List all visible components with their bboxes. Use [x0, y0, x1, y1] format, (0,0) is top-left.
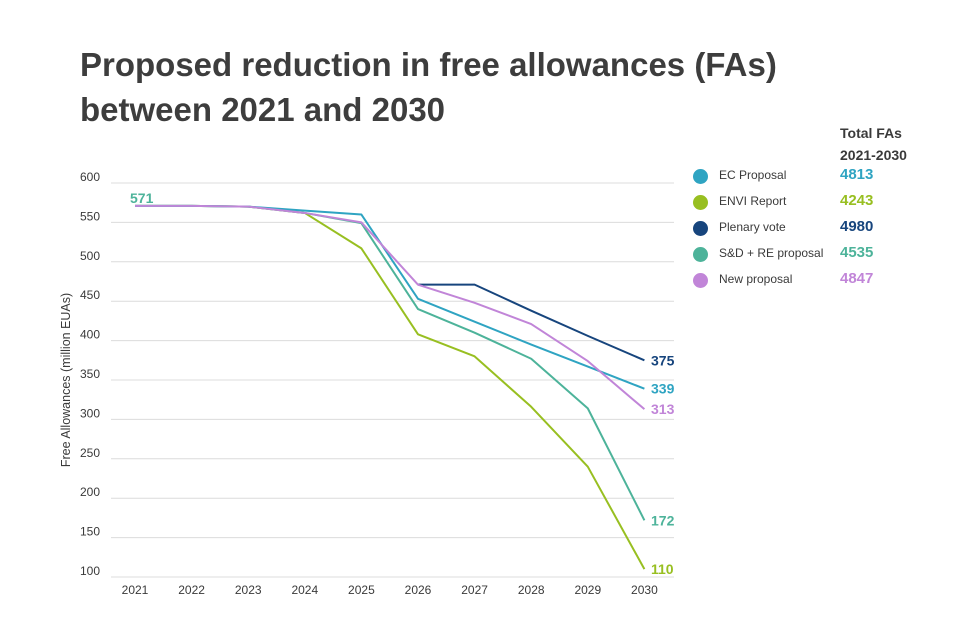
y-tick-label: 400 [80, 328, 100, 342]
x-tick-label: 2028 [518, 583, 545, 597]
chart-title: Proposed reduction in free allowances (F… [80, 42, 780, 132]
chart-title-line-1: Proposed reduction in free allowances (F… [80, 46, 777, 83]
start-value-label: 571 [130, 190, 154, 206]
legend-color-swatch [693, 221, 708, 236]
end-value-label-ec-proposal: 339 [651, 381, 675, 397]
x-tick-label: 2027 [461, 583, 488, 597]
x-tick-label: 2024 [291, 583, 318, 597]
y-tick-label: 200 [80, 485, 100, 499]
legend-total-value: 4980 [840, 218, 874, 235]
end-value-label-plenary-vote: 375 [651, 352, 675, 368]
x-tick-label: 2026 [405, 583, 432, 597]
y-tick-label: 250 [80, 446, 100, 460]
y-axis-label: Free Allowances (million EUAs) [59, 293, 73, 467]
x-tick-label: 2021 [122, 583, 149, 597]
y-tick-label: 500 [80, 249, 100, 263]
end-value-label-s-d-re-proposal: 172 [651, 512, 675, 528]
y-tick-label: 600 [80, 170, 100, 184]
legend-color-swatch [693, 273, 708, 288]
end-value-label-envi-report: 110 [651, 561, 674, 577]
legend-color-swatch [693, 247, 708, 262]
series-line-envi-report [135, 204, 646, 570]
chart-title-line-2: between 2021 and 2030 [80, 91, 446, 128]
y-tick-label: 550 [80, 209, 100, 223]
legend-total-value: 4813 [840, 166, 874, 183]
legend-header-line-1: Total FAs [840, 125, 902, 141]
legend-header: Total FAs 2021-2030 [840, 122, 907, 166]
legend-item-envi-report: ENVI Report 4243 [692, 191, 952, 217]
x-tick-label: 2029 [574, 583, 601, 597]
data-labels: 571 339 110 375 172 313 [130, 190, 675, 577]
x-tick-label: 2022 [178, 583, 205, 597]
end-value-label-new-proposal: 313 [651, 401, 675, 417]
series-line-ec-proposal [135, 204, 645, 390]
legend-total-value: 4847 [840, 270, 874, 287]
y-axis-ticks: 100 150 200 250 300 350 400 450 500 550 600 [80, 170, 100, 578]
legend-label: EC Proposal [719, 168, 787, 182]
legend-total-value: 4243 [840, 192, 874, 209]
y-tick-label: 450 [80, 288, 100, 302]
legend-header-line-2: 2021-2030 [840, 147, 907, 163]
x-axis-ticks: 2021 2022 2023 2024 2025 2026 2027 2028 2029 2030 [122, 583, 658, 597]
x-tick-label: 2025 [348, 583, 375, 597]
series-line-plenary-vote [418, 283, 645, 362]
legend-color-swatch [693, 195, 708, 210]
legend-label: New proposal [719, 272, 793, 286]
series-lines [135, 204, 646, 570]
legend-label: ENVI Report [719, 194, 787, 208]
legend-total-value: 4535 [840, 244, 874, 261]
legend-label: Plenary vote [719, 220, 786, 234]
legend-item-s-d-re-proposal: S&D + RE proposal 4535 [692, 243, 952, 269]
legend-color-swatch [693, 169, 708, 184]
y-tick-label: 300 [80, 406, 100, 420]
legend: EC Proposal 4813 ENVI Report 4243 Plenary vo… [692, 165, 952, 295]
x-tick-label: 2030 [631, 583, 658, 597]
grid-lines [111, 182, 674, 578]
legend-label: S&D + RE proposal [719, 246, 824, 260]
y-tick-label: 350 [80, 367, 100, 381]
legend-item-ec-proposal: EC Proposal 4813 [692, 165, 952, 191]
legend-item-plenary-vote: Plenary vote 4980 [692, 217, 952, 243]
legend-item-new-proposal: New proposal 4847 [692, 269, 952, 295]
y-tick-label: 150 [80, 525, 100, 539]
y-tick-label: 100 [80, 564, 100, 578]
series-line-new-proposal [135, 204, 646, 410]
x-tick-label: 2023 [235, 583, 262, 597]
